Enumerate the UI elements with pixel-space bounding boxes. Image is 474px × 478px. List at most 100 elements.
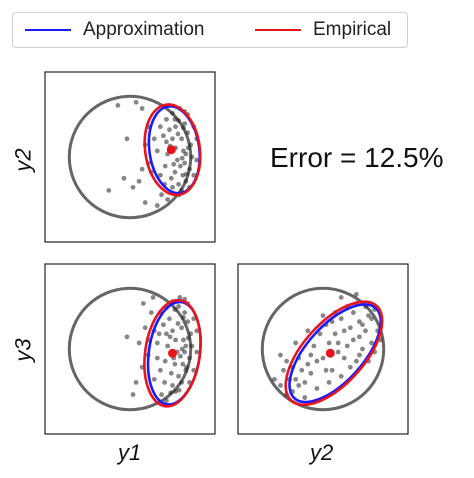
panel-frame	[44, 263, 216, 435]
scatter-point	[173, 389, 178, 394]
scatter-point	[124, 334, 130, 340]
center-point	[166, 145, 176, 155]
scatter-point	[296, 383, 302, 388]
scatter-point	[347, 325, 353, 331]
scatter-point	[320, 313, 326, 319]
center-point	[168, 348, 177, 358]
scatter-point	[177, 353, 183, 359]
scatter-point	[183, 151, 189, 157]
empirical-ellipse	[143, 298, 202, 408]
scatter-point	[191, 316, 197, 322]
scatter-point	[185, 145, 191, 151]
scatter-point	[173, 124, 178, 130]
scatter-point	[308, 370, 314, 376]
scatter-point	[130, 184, 136, 190]
panel-y1-y2	[44, 71, 216, 243]
scatter-point	[184, 171, 189, 177]
scatter-point	[154, 148, 160, 154]
scatter-point	[357, 334, 362, 340]
scatter-point	[167, 316, 172, 322]
scatter-point	[164, 139, 169, 145]
panel-frame	[44, 71, 216, 243]
scatter-point	[176, 181, 181, 187]
legend-item-approximation: Approximation	[25, 13, 204, 47]
scatter-point	[159, 392, 164, 397]
scatter-point	[185, 335, 191, 341]
scatter-point	[272, 376, 277, 382]
scatter-point	[159, 192, 164, 198]
scatter-point	[162, 358, 168, 364]
legend-item-empirical: Empirical	[255, 13, 391, 47]
scatter-point	[160, 133, 166, 139]
scatter-point	[278, 383, 283, 388]
scatter-point	[332, 331, 338, 337]
scatter-point	[181, 337, 186, 343]
scatter-point	[133, 379, 139, 385]
scatter-point	[170, 136, 175, 142]
panel-y1-y3	[44, 263, 216, 435]
scatter-point	[350, 337, 356, 343]
scatter-point	[189, 154, 195, 160]
scatter-point	[184, 364, 189, 370]
scatter-point	[350, 310, 356, 315]
scatter-point	[177, 294, 183, 300]
scatter-point	[363, 328, 368, 334]
scatter-point	[179, 325, 185, 331]
scatter-point	[323, 367, 329, 373]
scatter-point	[326, 340, 332, 346]
scatter-point	[179, 155, 185, 161]
scatter-point	[142, 200, 148, 205]
scatter-point	[194, 157, 200, 163]
scatter-point	[176, 387, 182, 393]
scatter-point	[357, 352, 362, 358]
scatter-point	[302, 395, 308, 400]
scatter-point	[173, 337, 178, 343]
scatter-point	[121, 175, 127, 181]
scatter-point	[139, 106, 145, 111]
scatter-point	[170, 110, 175, 116]
scatter-point	[162, 379, 168, 385]
scatter-point	[175, 131, 181, 137]
scatter-point	[133, 99, 139, 105]
scatter-point	[353, 358, 359, 364]
scatter-point	[171, 161, 177, 167]
scatter-point	[187, 166, 192, 172]
panel2-ylabel: y3	[10, 338, 36, 362]
scatter-point	[311, 343, 317, 349]
scatter-point	[299, 367, 305, 373]
scatter-point	[156, 331, 162, 337]
scatter-point	[181, 125, 186, 131]
scatter-point	[188, 331, 194, 337]
scatter-point	[172, 307, 178, 312]
panel-y2-y3	[237, 263, 409, 435]
scatter-point	[170, 328, 175, 334]
scatter-point	[172, 116, 178, 122]
empirical-ellipse	[284, 300, 384, 407]
scatter-point	[278, 352, 283, 358]
legend-empirical-label: Empirical	[313, 19, 392, 40]
scatter-point	[124, 136, 130, 142]
scatter-point	[182, 310, 188, 315]
scatter-point	[194, 349, 200, 355]
scatter-point	[180, 172, 186, 178]
scatter-point	[175, 321, 181, 326]
scatter-point	[179, 136, 185, 142]
scatter-point	[329, 367, 335, 373]
scatter-point	[164, 398, 169, 404]
panel1-ylabel: y2	[10, 148, 36, 172]
scatter-point	[366, 313, 371, 319]
scatter-point	[157, 172, 163, 178]
scatter-point	[302, 379, 308, 385]
empirical-ellipse	[143, 103, 202, 197]
scatter-point	[168, 370, 174, 376]
reference-circle	[260, 286, 386, 412]
scatter-point	[338, 294, 344, 300]
scatter-point	[148, 310, 154, 315]
scatter-point	[284, 358, 289, 364]
scatter-point	[162, 163, 168, 169]
scatter-point	[341, 355, 347, 361]
scatter-point	[139, 166, 145, 172]
scatter-point	[293, 376, 299, 382]
scatter-point	[151, 136, 157, 142]
